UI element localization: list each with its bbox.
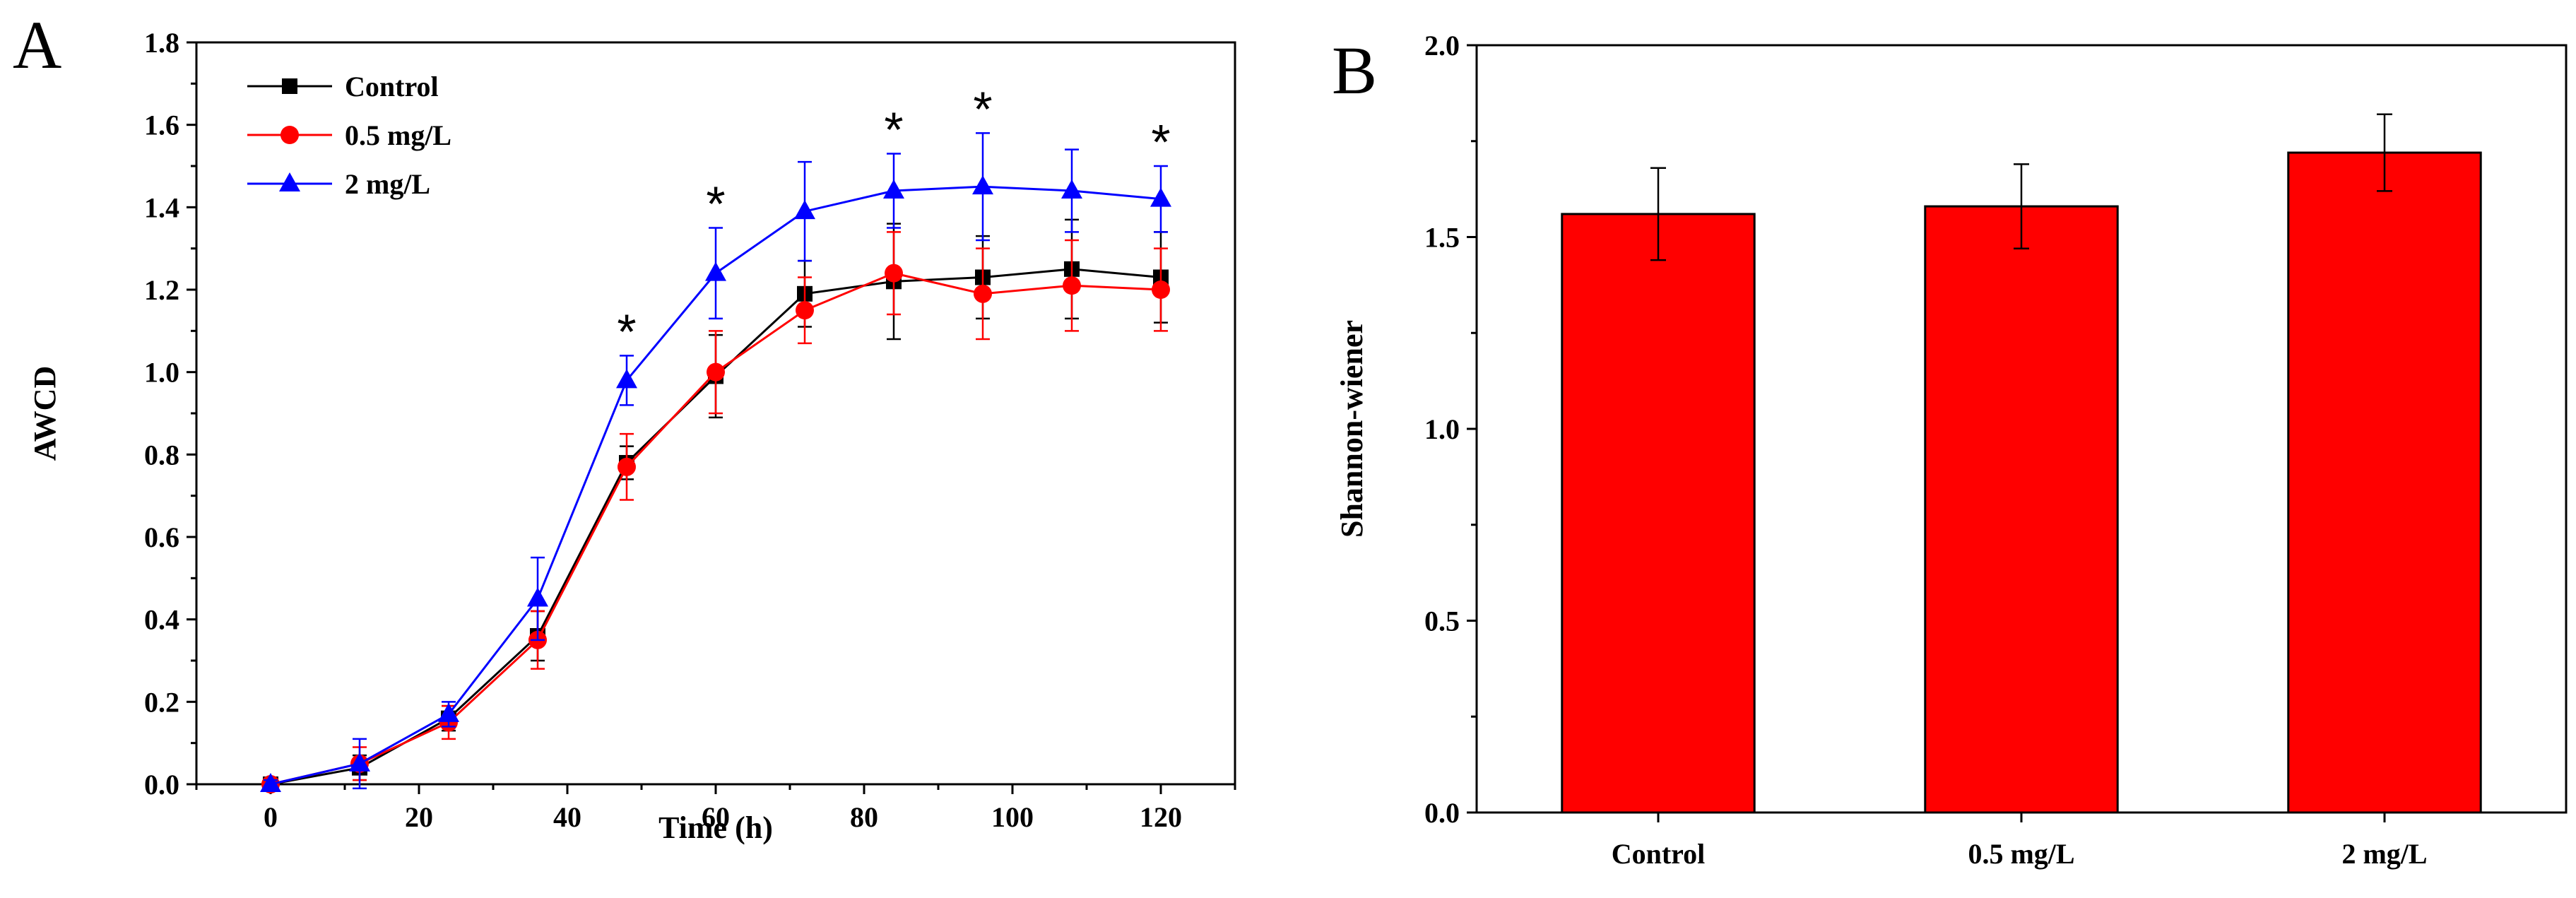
legend-label: Control [345,71,439,102]
x-tick-label: 2 mg/L [2341,838,2427,870]
data-point [616,369,637,389]
significance-star: * [973,81,992,136]
data-point [618,457,636,476]
y-tick-label: 0.0 [144,769,179,800]
y-tick-label: 1.8 [144,27,179,59]
bar [1924,205,2119,814]
significance-star: * [617,304,636,359]
legend-label: 2 mg/L [345,168,430,200]
legend-a: Control 0.5 mg/L 2 mg/L [247,71,451,200]
data-point [705,261,726,281]
y-axis-title: Shannon-wiener [1335,320,1369,538]
y-tick-label: 1.4 [144,191,179,223]
x-tick-label: 20 [405,801,433,833]
panel-a-line-chart: A 0.0 0.2 0.4 0.6 0.8 1.0 1.2 1.4 1.6 1.8 0 20 40 60 80… [13,7,1236,845]
y-tick-label: 2.0 [1424,30,1460,61]
data-point [707,362,725,382]
data-point [1063,276,1081,295]
y-tick-label: 0.6 [144,521,179,553]
legend-marker [279,172,300,191]
data-point [349,752,370,772]
x-tick-label: 80 [850,801,878,833]
y-tick-label: 0.0 [1424,797,1460,829]
y-tick-label: 0.8 [144,439,179,471]
bar [2287,151,2482,814]
data-point [974,284,992,303]
x-tick-label: 0 [264,801,278,833]
data-point [1150,187,1171,207]
legend-marker [280,126,299,144]
y-tick-label: 0.2 [144,686,179,718]
data-point [527,587,548,607]
significance-star: * [1151,114,1170,170]
x-tick-label: 120 [1140,801,1182,833]
data-point [794,200,815,220]
x-tick-label: 100 [991,801,1034,833]
data-point [885,264,903,283]
data-point [883,179,904,199]
panel-label-b: B [1332,33,1377,108]
y-tick-label: 1.0 [144,357,179,389]
x-axis-title: Time (h) [658,810,773,845]
y-tick-label: 0.4 [144,604,179,636]
y-tick-label: 1.2 [144,274,179,306]
data-point [438,702,459,722]
data-point [1061,179,1082,199]
data-point [1152,280,1170,299]
x-tick-label: 0.5 mg/L [1968,838,2074,870]
y-tick-label: 1.0 [1424,413,1460,445]
x-tick-label: 40 [553,801,581,833]
panel-label-a: A [13,7,61,83]
legend-label: 0.5 mg/L [345,119,451,151]
significance-star: * [884,102,903,158]
bar [1561,213,1756,814]
y-tick-label: 1.6 [144,110,179,141]
legend-marker [282,78,297,94]
x-tick-label: 60 [702,801,730,833]
y-axis-title: AWCD [28,366,62,461]
y-tick-label: 1.5 [1424,222,1460,254]
data-point [796,301,814,320]
data-point [260,773,281,792]
series-0-5-mg-l [261,231,1170,793]
x-tick-label: Control [1612,838,1706,870]
series-2-mg-l [260,132,1171,792]
significance-star: * [706,177,725,232]
y-tick-label: 0.5 [1424,605,1460,637]
data-point [972,175,993,195]
panel-b-bar-chart: B Control 0.5 mg/L 2 mg/L 0.0 0.5 1.0 1.5 2.0 Sha… [1332,30,2568,870]
